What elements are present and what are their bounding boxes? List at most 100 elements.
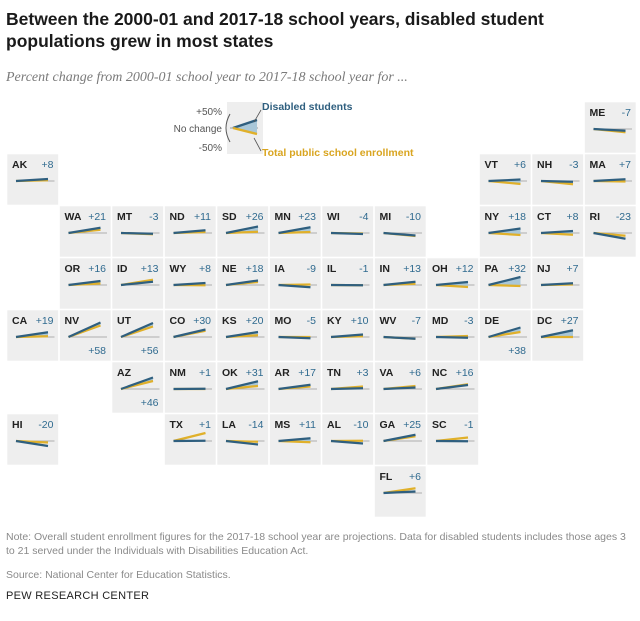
- tile-background: [374, 205, 427, 258]
- state-tile-de: DE +38: [479, 309, 532, 362]
- state-abbr: OR: [65, 263, 81, 275]
- state-value: +31: [246, 367, 264, 379]
- state-tile-pa: PA +32: [479, 257, 532, 310]
- state-abbr: AL: [327, 419, 342, 431]
- disabled-line: [225, 330, 259, 339]
- state-abbr: OK: [222, 367, 238, 379]
- tile-background: [321, 205, 374, 258]
- legend-nochange: No change: [174, 124, 223, 135]
- legend-enrollment-line: [232, 126, 258, 136]
- state-value: +32: [508, 263, 526, 275]
- state-abbr: MN: [275, 211, 291, 223]
- tile-background: [584, 205, 637, 258]
- state-abbr: AK: [12, 159, 28, 171]
- tile-background: [321, 413, 374, 466]
- state-value: +20: [246, 315, 264, 327]
- state-abbr: WA: [65, 211, 82, 223]
- disabled-line: [383, 280, 416, 287]
- state-tile-ia: IA -9: [269, 257, 322, 310]
- disabled-line: [68, 226, 101, 235]
- state-abbr: DC: [537, 315, 553, 327]
- state-tile-nc: NC +16: [426, 361, 479, 414]
- legend-plus50: +50%: [196, 107, 222, 118]
- disabled-line: [15, 177, 49, 183]
- state-value: +8: [199, 263, 211, 275]
- state-value: -14: [248, 419, 263, 431]
- state-tile-tx: TX +1: [164, 413, 217, 466]
- state-abbr: ID: [117, 263, 128, 275]
- disabled-line: [225, 380, 259, 391]
- state-abbr: WV: [380, 315, 397, 327]
- state-value: +26: [246, 211, 264, 223]
- state-value: +58: [88, 345, 106, 357]
- tile-map: +50% No change -50% Disabled students To…: [6, 101, 637, 518]
- enrollment-line: [488, 283, 521, 288]
- state-abbr: WY: [170, 263, 187, 275]
- state-tile-la: LA -14: [216, 413, 269, 466]
- state-abbr: GA: [380, 419, 396, 431]
- disabled-line: [540, 229, 574, 235]
- state-tile-nv: NV +58: [59, 309, 112, 362]
- state-abbr: TN: [327, 367, 341, 379]
- state-abbr: FL: [380, 471, 393, 483]
- disabled-line: [120, 376, 154, 391]
- disabled-line: [383, 490, 416, 495]
- state-abbr: MO: [275, 315, 292, 327]
- state-value: -10: [406, 211, 421, 223]
- state-value: -7: [622, 107, 631, 119]
- disabled-line: [488, 227, 521, 235]
- state-abbr: MD: [432, 315, 449, 327]
- state-tile-ca: CA +19: [6, 309, 59, 362]
- disabled-line: [435, 383, 469, 391]
- disabled-line: [488, 275, 521, 287]
- state-tile-ga: GA +25: [374, 413, 427, 466]
- state-abbr: SC: [432, 419, 447, 431]
- state-value: +8: [42, 159, 54, 171]
- disabled-line: [593, 231, 626, 240]
- state-value: +1: [199, 367, 211, 379]
- disabled-line: [488, 178, 521, 183]
- tile-background: [269, 309, 322, 362]
- state-tile-nm: NM +1: [164, 361, 217, 414]
- disabled-line: [330, 387, 364, 391]
- state-value: +56: [141, 345, 159, 357]
- state-abbr: AR: [275, 367, 291, 379]
- chart-title: Between the 2000-01 and 2017-18 school y…: [6, 9, 544, 51]
- state-abbr: OH: [432, 263, 448, 275]
- state-tile-wi: WI -4: [321, 205, 374, 258]
- state-tile-oh: OH +12: [426, 257, 479, 310]
- state-abbr: NV: [65, 315, 80, 327]
- state-abbr: NM: [170, 367, 187, 379]
- disabled-line: [278, 437, 311, 443]
- disabled-line: [488, 326, 521, 339]
- state-value: -23: [616, 211, 631, 223]
- state-tile-ri: RI -23: [584, 205, 637, 258]
- state-tile-sc: SC -1: [426, 413, 479, 466]
- state-tile-dc: DC +27: [531, 309, 584, 362]
- state-value: -4: [359, 211, 368, 223]
- state-value: +16: [456, 367, 474, 379]
- state-abbr: NY: [485, 211, 500, 223]
- disabled-line: [225, 225, 259, 235]
- state-abbr: MI: [380, 211, 392, 223]
- state-tile-ar: AR +17: [269, 361, 322, 414]
- state-abbr: UT: [117, 315, 132, 327]
- legend: +50% No change -50% Disabled students To…: [174, 101, 414, 159]
- tile-background: [531, 153, 584, 206]
- state-tile-in: IN +13: [374, 257, 427, 310]
- state-value: -1: [359, 263, 368, 275]
- state-abbr: NH: [537, 159, 552, 171]
- disabled-line: [120, 280, 154, 287]
- legend-pointer-disabled: [253, 109, 262, 123]
- state-tile-va: VA +6: [374, 361, 427, 414]
- state-tile-md: MD -3: [426, 309, 479, 362]
- state-abbr: SD: [222, 211, 237, 223]
- tile-background: [269, 257, 322, 310]
- state-value: +6: [409, 471, 421, 483]
- state-value: -1: [464, 419, 473, 431]
- legend-minus50: -50%: [199, 143, 222, 154]
- state-tile-ut: UT +56: [111, 309, 164, 362]
- state-tile-nd: ND +11: [164, 205, 217, 258]
- state-value: +7: [619, 159, 631, 171]
- state-value: -3: [464, 315, 473, 327]
